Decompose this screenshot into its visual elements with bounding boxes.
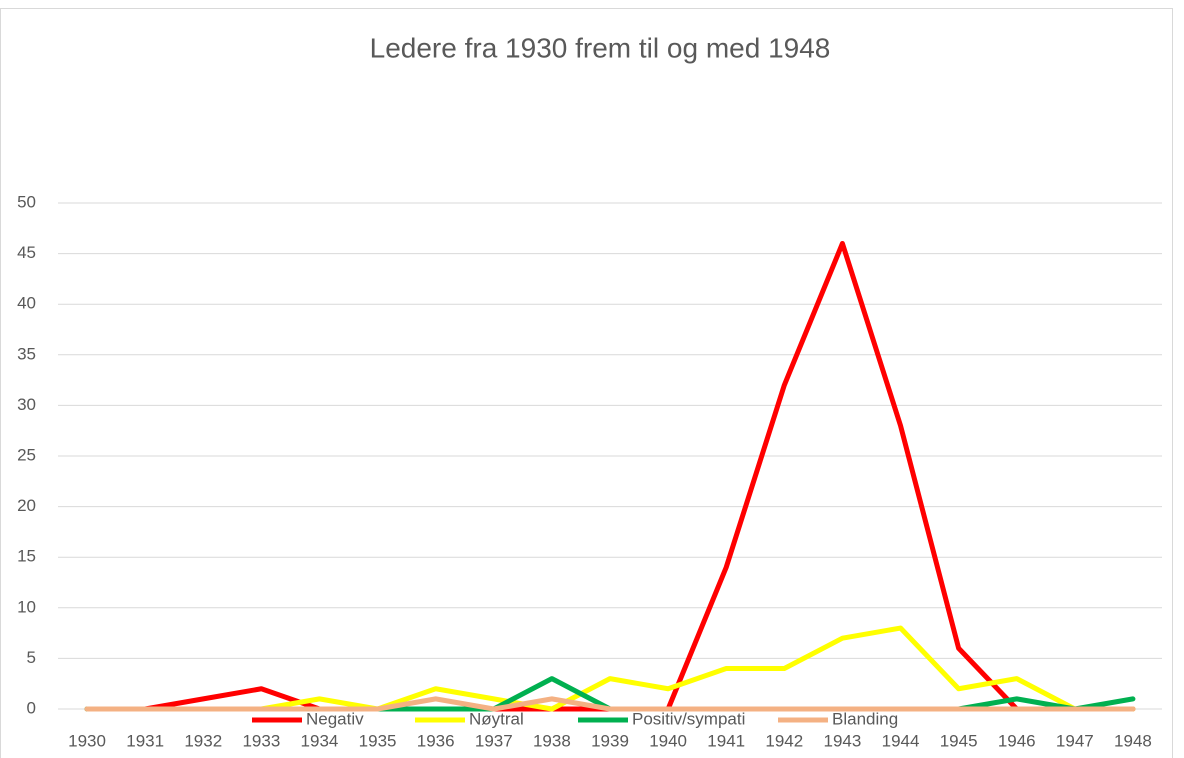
x-tick-label: 1932 bbox=[184, 731, 222, 750]
y-tick-label: 45 bbox=[17, 243, 36, 262]
x-tick-label: 1937 bbox=[475, 731, 513, 750]
y-tick-label: 40 bbox=[17, 294, 36, 313]
legend-label: Negativ bbox=[306, 709, 364, 728]
x-tick-label: 1941 bbox=[707, 731, 745, 750]
y-tick-label: 5 bbox=[27, 648, 36, 667]
x-tick-label: 1935 bbox=[359, 731, 397, 750]
y-tick-label: 10 bbox=[17, 597, 36, 616]
x-tick-label: 1948 bbox=[1114, 731, 1152, 750]
chart-border bbox=[0, 8, 1173, 758]
x-tick-label: 1930 bbox=[68, 731, 106, 750]
y-tick-label: 30 bbox=[17, 395, 36, 414]
chart-title: Ledere fra 1930 frem til og med 1948 bbox=[370, 32, 831, 63]
x-tick-label: 1933 bbox=[242, 731, 280, 750]
y-tick-label: 0 bbox=[27, 698, 36, 717]
y-tick-label: 35 bbox=[17, 344, 36, 363]
x-tick-label: 1947 bbox=[1056, 731, 1094, 750]
x-tick-label: 1946 bbox=[998, 731, 1036, 750]
x-tick-label: 1944 bbox=[882, 731, 920, 750]
legend-label: Positiv/sympati bbox=[632, 709, 745, 728]
x-tick-label: 1942 bbox=[765, 731, 803, 750]
x-tick-label: 1945 bbox=[940, 731, 978, 750]
x-tick-label: 1931 bbox=[126, 731, 164, 750]
y-tick-label: 15 bbox=[17, 547, 36, 566]
y-tick-label: 25 bbox=[17, 445, 36, 464]
x-tick-label: 1936 bbox=[417, 731, 455, 750]
x-tick-label: 1940 bbox=[649, 731, 687, 750]
x-tick-label: 1934 bbox=[301, 731, 339, 750]
x-tick-label: 1938 bbox=[533, 731, 571, 750]
legend-label: Blanding bbox=[832, 709, 898, 728]
series-line bbox=[84, 696, 1136, 712]
x-tick-label: 1939 bbox=[591, 731, 629, 750]
y-tick-label: 50 bbox=[17, 192, 36, 211]
x-tick-label: 1943 bbox=[824, 731, 862, 750]
legend-label: Nøytral bbox=[469, 709, 524, 728]
y-tick-label: 20 bbox=[17, 496, 36, 515]
